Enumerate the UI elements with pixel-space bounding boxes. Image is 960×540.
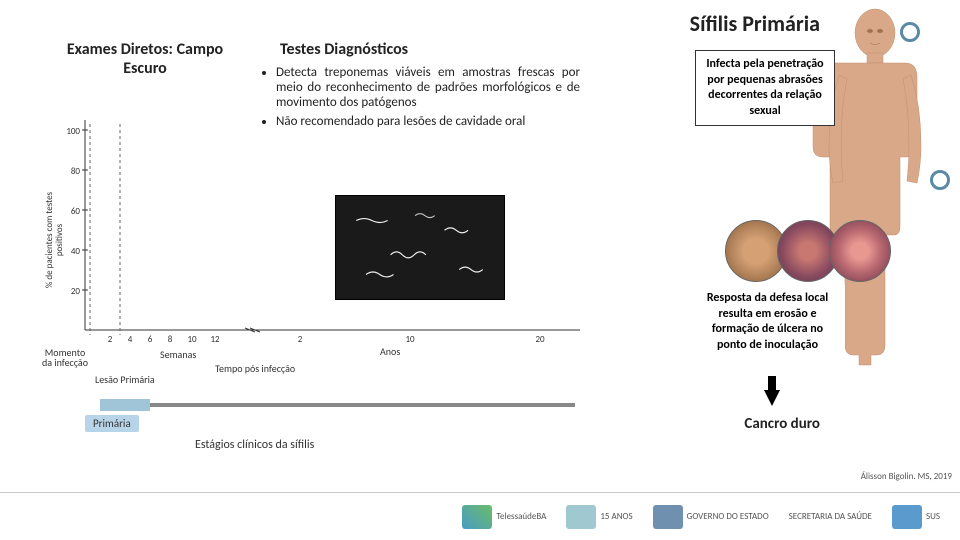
lesion-circle-3 — [829, 220, 891, 282]
svg-text:2: 2 — [108, 334, 113, 345]
axis-anos: Anos — [380, 345, 400, 358]
svg-text:10: 10 — [187, 334, 197, 345]
stage-primaria: Primária — [85, 415, 139, 432]
axis-momento: Momento da infecção — [40, 348, 90, 368]
left-heading: Exames Diretos: Campo Escuro — [60, 40, 230, 78]
logo-secretaria: SECRETARIA DA SAÚDE — [789, 511, 872, 522]
arrow-down-icon — [764, 390, 780, 406]
axis-tempo: Tempo pós infecção — [215, 362, 295, 375]
logo-telesaude: TelessaúdeBA — [462, 505, 546, 529]
svg-text:20: 20 — [71, 286, 81, 297]
cancro-label: Cancro duro — [744, 415, 820, 433]
axis-semanas: Semanas — [160, 348, 196, 361]
svg-text:20: 20 — [535, 334, 545, 345]
svg-text:12: 12 — [210, 334, 220, 345]
body-marker-hand — [930, 170, 950, 190]
logo-anos: 15 ANOS — [566, 505, 632, 529]
stage-caption: Estágios clínicos da sífilis — [195, 438, 314, 452]
svg-text:positivos: positivos — [54, 223, 65, 256]
svg-text:60: 60 — [71, 206, 81, 217]
svg-text:100: 100 — [66, 126, 80, 137]
svg-text:40: 40 — [71, 246, 81, 257]
logo-governo: GOVERNO DO ESTADO — [653, 505, 769, 529]
info-box-response: Resposta da defesa local resulta em eros… — [690, 285, 845, 359]
positivity-chart: % de pacientes com testes positivos 20 4… — [40, 110, 590, 370]
logo-sus: SUS — [892, 505, 940, 529]
svg-text:8: 8 — [168, 334, 173, 345]
svg-text:80: 80 — [71, 166, 81, 177]
credit-text: Álisson Bigolin. MS, 2019 — [861, 471, 952, 482]
lesion-circles — [725, 220, 890, 290]
footer-logos: TelessaúdeBA 15 ANOS GOVERNO DO ESTADO S… — [0, 492, 960, 540]
axis-lesao: Lesão Primária — [95, 375, 155, 385]
svg-text:10: 10 — [405, 334, 415, 345]
bullet-1: Detecta treponemas viáveis em amostras f… — [276, 65, 580, 110]
info-box-infection: Infecta pela penetração por pequenas abr… — [695, 50, 835, 126]
svg-text:6: 6 — [148, 334, 153, 345]
svg-text:2: 2 — [298, 334, 303, 345]
mid-heading: Testes Diagnósticos — [280, 40, 408, 59]
stage-bar — [100, 403, 575, 407]
body-marker-head — [900, 22, 920, 42]
svg-text:4: 4 — [128, 334, 133, 345]
